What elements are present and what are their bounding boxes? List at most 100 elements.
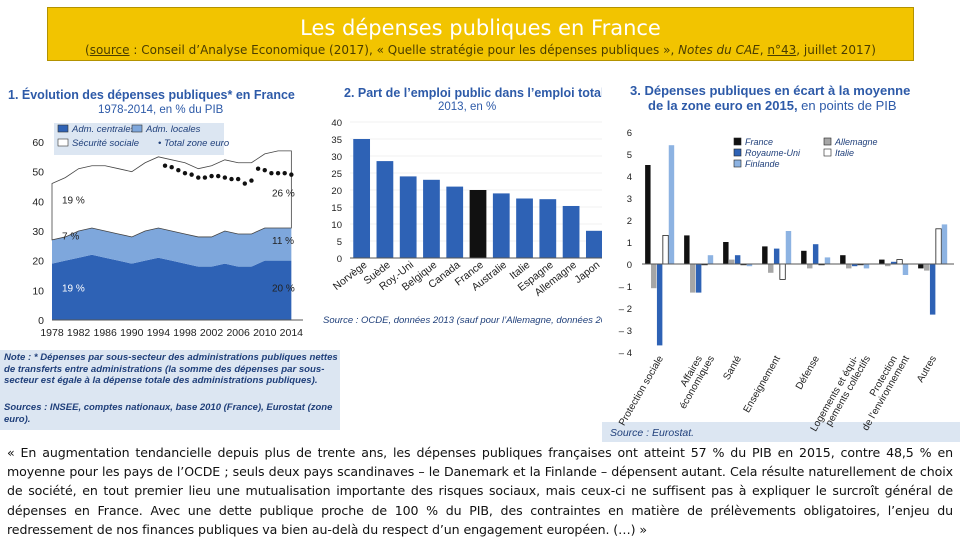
chart-3-bar-france <box>801 250 807 264</box>
chart-2-y-tick: 10 <box>331 220 342 231</box>
chart-3-category-label: Autres <box>915 354 939 385</box>
chart-3-y-tick: 1 <box>627 238 632 249</box>
chart-1-title: 1. Évolution des dépenses publiques* en … <box>8 88 295 102</box>
chart-1-x-tick: 2010 <box>253 327 277 339</box>
chart-3-bar-allemagne <box>846 264 852 269</box>
chart-1-legend-label: Adm. locales <box>145 124 201 135</box>
chart-1-note: Note : * Dépenses par sous-secteur des a… <box>4 352 338 386</box>
source-issue[interactable]: n°43 <box>767 43 797 57</box>
chart-3-y-tick: – 3 <box>619 326 632 337</box>
chart-3-bar-finlande <box>707 255 714 264</box>
chart-3-bar-finlande <box>902 264 909 275</box>
chart-3-bar-allemagne <box>885 264 891 267</box>
chart-1-x-tick: 2014 <box>280 327 304 339</box>
chart-2-y-tick: 30 <box>331 152 342 163</box>
chart-1-euro-dot <box>289 172 294 177</box>
chart-1-euro-dot <box>249 178 254 183</box>
chart-3-title: 3. Dépenses publiques en écart à la moye… <box>630 83 911 98</box>
chart-3-category-label: Enseignement <box>742 354 784 415</box>
chart-1-panel: 1. Évolution des dépenses publiques* en … <box>0 80 340 430</box>
chart-3-subtitle: de la zone euro en 2015, en points de PI… <box>648 99 897 113</box>
chart-3-bar-allemagne <box>768 264 774 273</box>
chart-1-share-label: 11 % <box>272 236 294 247</box>
chart-3-y-tick: 0 <box>627 260 632 271</box>
title-banner: Les dépenses publiques en France (source… <box>47 7 914 61</box>
source-text: : Conseil d’Analyse Economique (2017), «… <box>129 43 679 57</box>
chart-1-y-tick: 60 <box>32 137 44 149</box>
chart-1-share-label: 7 % <box>62 231 79 242</box>
chart-2-subtitle: 2013, en % <box>438 101 497 113</box>
chart-2-title: 2. Part de l’emploi public dans l’emploi… <box>344 86 605 100</box>
chart-3-bar-italie <box>779 263 786 280</box>
chart-1-x-tick: 2006 <box>226 327 250 339</box>
chart-3-bar-finlande <box>824 257 831 264</box>
chart-1-euro-dot <box>216 173 221 179</box>
chart-1-euro-dot <box>229 176 234 182</box>
chart-1-area-adm-locales <box>52 228 292 267</box>
chart-1-share-label: 19 % <box>62 195 85 206</box>
chart-2-y-tick: 15 <box>331 203 342 214</box>
chart-3-bar-royaume-uni <box>734 255 741 264</box>
chart-3-legend-swatch <box>733 137 742 146</box>
source-sep: , <box>759 43 768 57</box>
chart-3-category-label: Défense <box>794 354 822 392</box>
chart-1-legend-swatch <box>57 138 69 147</box>
chart-2-y-tick: 0 <box>337 254 342 265</box>
chart-1-euro-dot <box>275 170 281 176</box>
chart-1-euro-dot <box>169 165 174 170</box>
source-journal: Notes du CAE <box>678 43 760 57</box>
chart-3-bar-france <box>918 264 924 269</box>
chart-1-legend-label: Adm. centrales <box>71 124 136 135</box>
chart-1-subtitle: 1978-2014, en % du PIB <box>98 104 224 116</box>
chart-3-y-tick: – 4 <box>619 348 632 359</box>
chart-1-y-tick: 40 <box>32 196 44 208</box>
chart-2-y-tick: 40 <box>331 118 342 129</box>
chart-3-bar-royaume-uni <box>851 264 858 267</box>
chart-2-bar <box>446 186 464 258</box>
chart-1-share-label: 20 % <box>272 283 295 294</box>
chart-1-x-tick: 1982 <box>67 327 91 339</box>
chart-3-bar-royaume-uni <box>812 244 819 264</box>
chart-1-x-tick: 1994 <box>147 327 171 339</box>
chart-3-bar-italie <box>896 259 903 265</box>
chart-1-euro-dot <box>196 175 201 180</box>
chart-1-area-s-curit-sociale <box>51 150 292 241</box>
chart-1-euro-dot <box>189 172 194 177</box>
source-citation: (source : Conseil d’Analyse Economique (… <box>48 43 913 57</box>
chart-3-bar-royaume-uni <box>773 248 780 264</box>
chart-3-bar-finlande <box>668 145 675 264</box>
chart-2-panel: 2. Part de l’emploi public dans l’emploi… <box>320 80 622 340</box>
chart-3-bar-royaume-uni <box>929 264 936 315</box>
chart-2-bar <box>423 179 440 258</box>
chart-3-bar-royaume-uni <box>656 264 663 346</box>
chart-3-legend-label: Allemagne <box>834 137 878 147</box>
chart-1-euro-dot <box>176 167 181 173</box>
chart-3-bar-italie <box>935 228 942 265</box>
chart-3-bar-france <box>723 242 729 264</box>
chart-3-bar-allemagne <box>690 264 696 293</box>
chart-3-bar-allemagne <box>651 264 657 289</box>
chart-1-legend-label: Sécurité sociale <box>72 138 139 149</box>
chart-3-bar-france <box>645 165 651 264</box>
chart-3-bar-allemagne <box>924 264 930 271</box>
chart-3-y-tick: 5 <box>627 150 632 161</box>
chart-1-euro-dot <box>202 175 208 180</box>
chart-3-legend-swatch <box>733 148 742 157</box>
chart-1-legend-label: • Total zone euro <box>158 138 229 149</box>
chart-3-y-tick: – 1 <box>619 282 632 293</box>
chart-1-share-label: 19 % <box>62 283 85 294</box>
chart-1-share-label: 26 % <box>272 188 295 199</box>
chart-3-bar-royaume-uni <box>890 261 897 264</box>
chart-2-bar <box>516 198 533 258</box>
chart-1-x-tick: 1998 <box>173 327 197 339</box>
chart-3-plot-background <box>602 72 960 422</box>
chart-1-area-adm-centrales <box>52 254 292 320</box>
chart-3-bar-france <box>840 255 846 264</box>
chart-1-euro-dot <box>222 175 228 180</box>
chart-3-category-label: Protection sociale <box>617 354 666 428</box>
chart-1-y-tick: 30 <box>32 226 44 238</box>
chart-2-bar <box>353 139 371 258</box>
chart-3-subtitle-bold: de la zone euro en 2015, <box>648 98 798 113</box>
chart-1-source: Sources : INSEE, comptes nationaux, base… <box>4 402 333 425</box>
